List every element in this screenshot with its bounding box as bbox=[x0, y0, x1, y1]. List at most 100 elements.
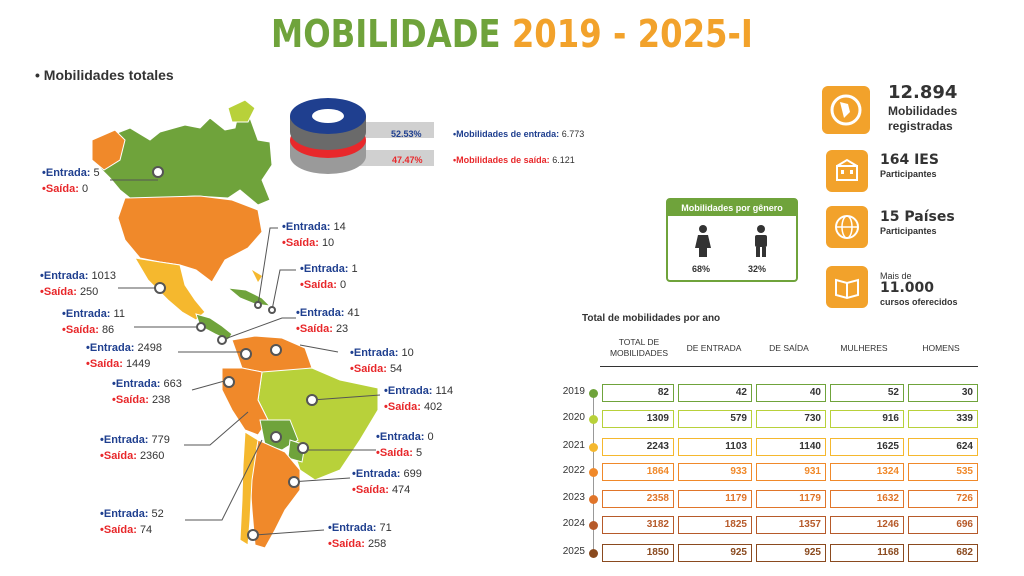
saida-label: •Saída: bbox=[282, 237, 319, 249]
region-usa bbox=[117, 195, 263, 283]
entrada-value: 1 bbox=[351, 263, 358, 275]
callout-panama: •Entrada: 41 •Saída: 23 bbox=[296, 305, 360, 337]
region-chile bbox=[239, 431, 259, 546]
year-label: 2024 bbox=[562, 518, 585, 529]
table-cell: 624 bbox=[908, 438, 978, 456]
callout-colombia: •Entrada: 2498 •Saída: 1449 bbox=[86, 340, 162, 372]
male-icon bbox=[755, 225, 767, 257]
timeline-dot bbox=[589, 549, 598, 558]
table-cell: 925 bbox=[678, 544, 752, 562]
saida-label: •Saída: bbox=[112, 394, 149, 406]
table-cell: 1309 bbox=[602, 410, 674, 428]
entrada-value: 52 bbox=[151, 508, 164, 520]
entrada-value: 71 bbox=[379, 522, 392, 534]
year-label: 2022 bbox=[562, 465, 585, 476]
year-label: 2025 bbox=[562, 546, 585, 557]
saida-value: 2360 bbox=[139, 450, 165, 462]
stat-mobilidades-label: Mobilidades registradas bbox=[888, 104, 957, 134]
male-percent: 32% bbox=[748, 264, 767, 274]
female-percent: 68% bbox=[692, 264, 711, 274]
table-cell: 1825 bbox=[678, 516, 752, 534]
saida-label: •Saída: bbox=[384, 401, 421, 413]
table-cell: 40 bbox=[756, 384, 826, 402]
saida-value: 5 bbox=[415, 447, 423, 459]
callout-argentina: •Entrada: 699 •Saída: 474 bbox=[352, 466, 422, 498]
saida-label: •Saída: bbox=[100, 524, 137, 536]
col-header-entrada: DE ENTRADA bbox=[686, 343, 742, 353]
book-icon bbox=[826, 266, 868, 308]
stat-mobilidades-line1: Mobilidades bbox=[888, 104, 958, 118]
callout-chile: •Entrada: 52 •Saída: 74 bbox=[100, 506, 164, 538]
year-label: 2023 bbox=[562, 492, 585, 503]
legend-entrada: •Mobilidades de entrada: 6.773 bbox=[453, 129, 584, 139]
saida-value: 23 bbox=[335, 323, 349, 335]
table-cell: 82 bbox=[602, 384, 674, 402]
table-title: Total de mobilidades por ano bbox=[582, 313, 721, 324]
table-cell: 1625 bbox=[830, 438, 904, 456]
entrada-label: •Entrada: bbox=[86, 342, 135, 354]
entrada-value: 41 bbox=[347, 307, 360, 319]
region-canada bbox=[99, 114, 273, 206]
callout-brasil: •Entrada: 114 •Saída: 402 bbox=[384, 383, 453, 415]
entrada-label: •Entrada: bbox=[352, 468, 401, 480]
saida-value: 10 bbox=[321, 237, 335, 249]
table-cell: 933 bbox=[678, 463, 752, 481]
saida-value: 54 bbox=[389, 363, 403, 375]
table-cell: 3182 bbox=[602, 516, 674, 534]
header-divider bbox=[600, 366, 978, 367]
table-cell: 339 bbox=[908, 410, 978, 428]
timeline-dot bbox=[589, 415, 598, 424]
entrada-label: •Entrada: bbox=[42, 167, 91, 179]
saida-value: 0 bbox=[81, 183, 89, 195]
table-cell: 535 bbox=[908, 463, 978, 481]
table-cell: 696 bbox=[908, 516, 978, 534]
section-heading: • Mobilidades totales bbox=[35, 67, 174, 83]
col-header-mulheres: MULHERES bbox=[840, 343, 888, 353]
region-alaska bbox=[91, 129, 126, 171]
saida-label: •Saída: bbox=[296, 323, 333, 335]
entrada-value: 114 bbox=[435, 385, 454, 397]
col-header-saida: DE SAÍDA bbox=[769, 343, 809, 353]
table-cell: 916 bbox=[830, 410, 904, 428]
saida-label: •Saída: bbox=[100, 450, 137, 462]
timeline-dot bbox=[589, 468, 598, 477]
callout-canada: •Entrada: 5 •Saída: 0 bbox=[42, 165, 100, 197]
callout-centro: •Entrada: 11 •Saída: 86 bbox=[62, 306, 125, 338]
saida-value: 250 bbox=[79, 286, 99, 298]
entrada-label: •Entrada: bbox=[328, 522, 377, 534]
saida-label: •Saída: bbox=[62, 324, 99, 336]
callout-venezuela: •Entrada: 10 •Saída: 54 bbox=[350, 345, 414, 377]
saida-label: •Saída: bbox=[42, 183, 79, 195]
saida-label: •Saída: bbox=[376, 447, 413, 459]
female-icon bbox=[695, 225, 711, 257]
legend-entrada-value: 6.773 bbox=[561, 129, 585, 139]
table-cell: 579 bbox=[678, 410, 752, 428]
stat-ies-label: Participantes bbox=[880, 169, 937, 179]
saida-value: 258 bbox=[367, 538, 387, 550]
building-icon bbox=[826, 150, 868, 192]
table-cell: 1179 bbox=[678, 490, 752, 508]
saida-value: 0 bbox=[339, 279, 347, 291]
table-cell: 682 bbox=[908, 544, 978, 562]
title-years: 2019 - 2025-I bbox=[511, 12, 753, 56]
entrada-label: •Entrada: bbox=[100, 434, 149, 446]
entrada-label: •Entrada: bbox=[296, 307, 345, 319]
table-cell: 1179 bbox=[756, 490, 826, 508]
entrada-value: 14 bbox=[333, 221, 346, 233]
table-cell: 1246 bbox=[830, 516, 904, 534]
table-cell: 1864 bbox=[602, 463, 674, 481]
stat-cursos-number: 11.000 bbox=[880, 280, 935, 296]
timeline-dot bbox=[589, 389, 598, 398]
table-cell: 2358 bbox=[602, 490, 674, 508]
table-cell: 52 bbox=[830, 384, 904, 402]
stat-paises-label: Participantes bbox=[880, 226, 937, 236]
saida-value: 1449 bbox=[125, 358, 151, 370]
americas-map bbox=[91, 99, 381, 549]
saida-label: •Saída: bbox=[300, 279, 337, 291]
table-cell: 925 bbox=[756, 544, 826, 562]
table-cell: 931 bbox=[756, 463, 826, 481]
saida-value: 86 bbox=[101, 324, 115, 336]
mobility-donut-chart bbox=[290, 98, 434, 174]
entrada-value: 699 bbox=[403, 468, 422, 480]
entrada-value: 5 bbox=[93, 167, 100, 179]
